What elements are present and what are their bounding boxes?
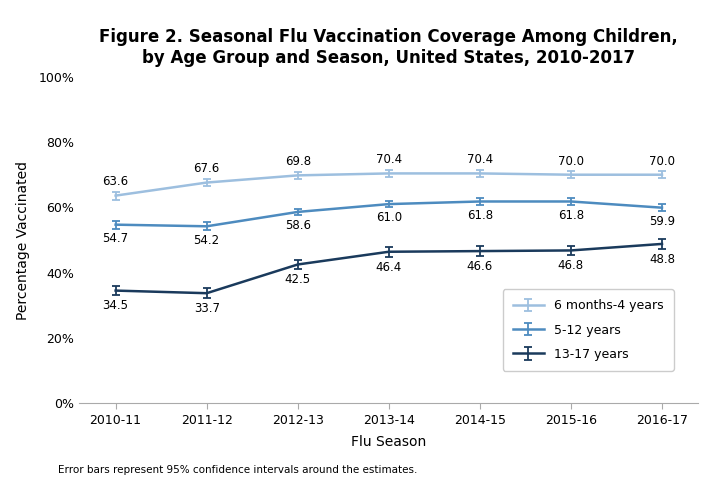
- Text: 61.8: 61.8: [467, 209, 493, 222]
- Text: 70.4: 70.4: [376, 153, 402, 166]
- Text: 70.4: 70.4: [467, 153, 493, 166]
- Text: 58.6: 58.6: [284, 219, 311, 232]
- Text: 54.7: 54.7: [102, 232, 129, 245]
- Text: Error bars represent 95% confidence intervals around the estimates.: Error bars represent 95% confidence inte…: [58, 465, 417, 475]
- Text: 34.5: 34.5: [103, 300, 129, 312]
- Text: 59.9: 59.9: [649, 215, 675, 228]
- X-axis label: Flu Season: Flu Season: [351, 435, 426, 449]
- Text: 46.4: 46.4: [376, 261, 402, 274]
- Text: 67.6: 67.6: [194, 162, 220, 175]
- Legend: 6 months-4 years, 5-12 years, 13-17 years: 6 months-4 years, 5-12 years, 13-17 year…: [503, 289, 674, 371]
- Text: 69.8: 69.8: [284, 155, 311, 168]
- Text: 42.5: 42.5: [284, 273, 311, 286]
- Text: 48.8: 48.8: [649, 253, 675, 266]
- Text: 70.0: 70.0: [649, 155, 675, 168]
- Y-axis label: Percentage Vaccinated: Percentage Vaccinated: [16, 160, 30, 320]
- Text: 63.6: 63.6: [102, 175, 129, 188]
- Text: 70.0: 70.0: [558, 155, 584, 168]
- Text: 46.8: 46.8: [558, 259, 584, 272]
- Text: 46.6: 46.6: [467, 260, 493, 273]
- Text: 61.0: 61.0: [376, 211, 402, 224]
- Text: 54.2: 54.2: [194, 234, 220, 247]
- Title: Figure 2. Seasonal Flu Vaccination Coverage Among Children,
by Age Group and Sea: Figure 2. Seasonal Flu Vaccination Cover…: [99, 28, 678, 67]
- Text: 33.7: 33.7: [194, 302, 220, 315]
- Text: 61.8: 61.8: [558, 209, 584, 222]
